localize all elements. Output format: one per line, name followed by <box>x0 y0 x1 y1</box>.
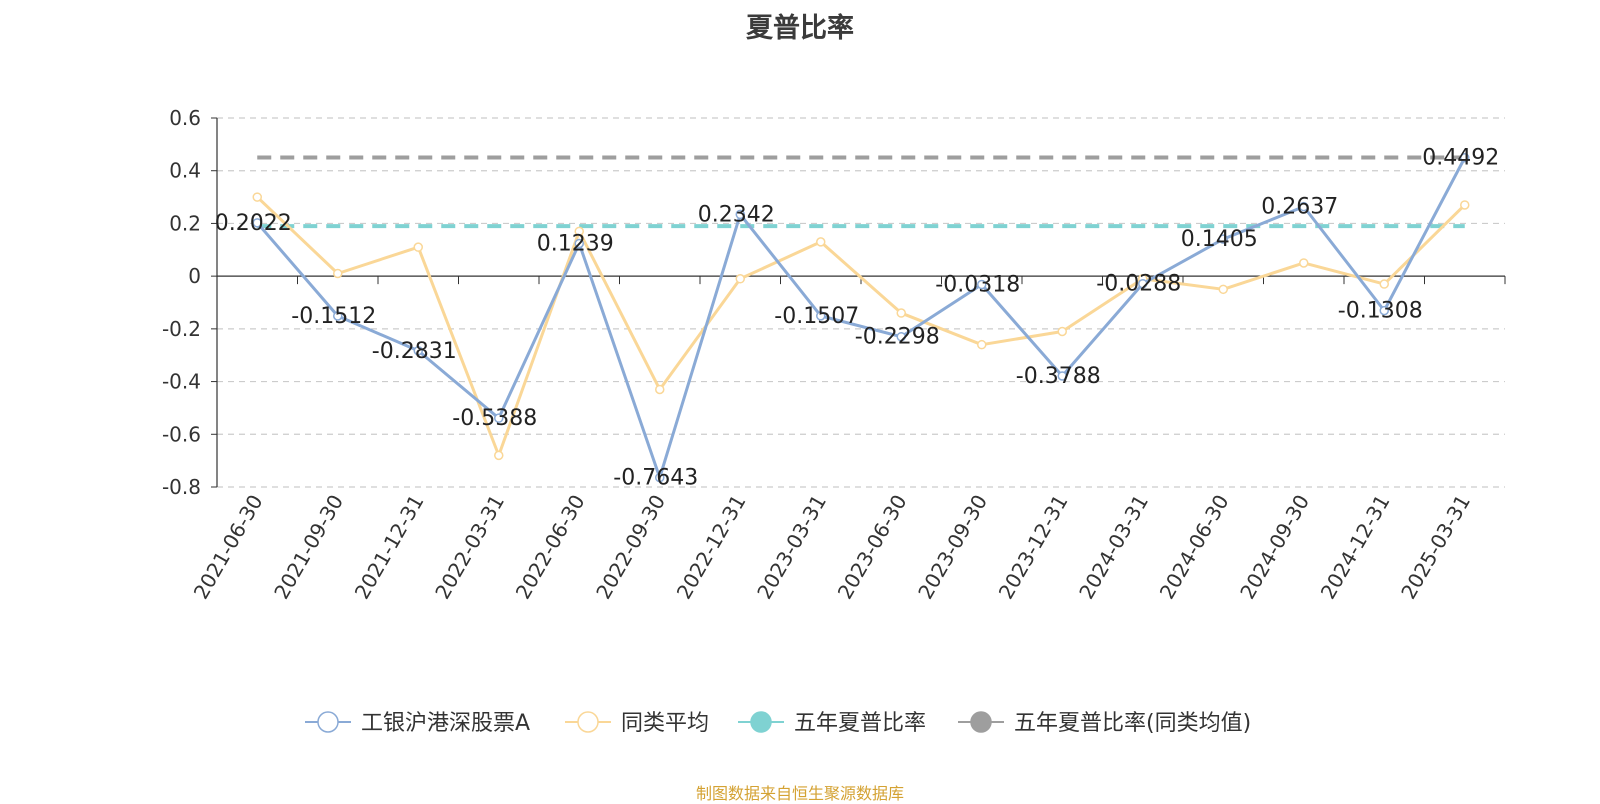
data-point <box>413 242 423 252</box>
y-tick-label: 0.6 <box>169 106 201 130</box>
x-tick-label: 2021-12-31 <box>350 491 429 604</box>
legend-marker <box>970 711 992 733</box>
data-point <box>1299 201 1309 212</box>
data-point <box>494 450 504 461</box>
legend-item[interactable]: 五年夏普比率 <box>738 711 926 736</box>
data-point <box>574 226 584 237</box>
legend-marker <box>317 711 339 733</box>
data-point <box>896 331 906 342</box>
data-point <box>977 339 987 350</box>
x-tick-label: 2024-09-30 <box>1235 491 1314 604</box>
legend-label: 工银沪港深股票A <box>361 711 530 736</box>
legend-label: 同类平均 <box>621 711 709 736</box>
x-tick-label: 2023-03-31 <box>752 491 831 604</box>
data-label: -0.5388 <box>452 406 537 431</box>
data-point <box>494 413 504 423</box>
data-point <box>574 238 584 249</box>
data-label: 0.1239 <box>537 231 614 256</box>
y-tick-label: -0.6 <box>162 422 201 446</box>
x-tick-label: 2023-06-30 <box>833 491 912 604</box>
data-point <box>1138 278 1148 289</box>
x-tick-label: 2021-06-30 <box>189 491 268 604</box>
x-tick-label: 2024-06-30 <box>1155 491 1234 604</box>
data-label: 0.2342 <box>698 202 775 227</box>
data-point <box>1460 152 1470 163</box>
data-point <box>1460 200 1470 210</box>
data-point <box>413 346 423 356</box>
data-point <box>655 472 665 483</box>
legend-item[interactable]: 五年夏普比率(同类均值) <box>958 711 1251 736</box>
data-label: -0.0318 <box>935 273 1020 298</box>
x-tick-label: 2024-03-31 <box>1074 491 1153 604</box>
data-label: 0.2022 <box>215 211 292 236</box>
data-point <box>333 311 343 321</box>
data-label: 0.4492 <box>1422 146 1499 171</box>
data-point <box>333 268 343 279</box>
x-tick-label: 2024-12-31 <box>1316 491 1395 604</box>
series-line <box>256 195 1466 457</box>
data-label: -0.2298 <box>855 325 940 350</box>
data-point <box>252 218 262 228</box>
data-point <box>1218 234 1228 244</box>
data-point <box>655 384 665 395</box>
data-point <box>1379 279 1389 289</box>
data-point <box>977 279 987 290</box>
y-tick-label: 0.2 <box>169 211 201 235</box>
data-point <box>1218 284 1228 295</box>
data-label: -0.1507 <box>774 304 859 329</box>
source-note: 制图数据来自恒生聚源数据库 <box>695 784 904 803</box>
x-tick-label: 2022-09-30 <box>591 491 670 604</box>
data-point <box>1057 371 1067 381</box>
chart-title: 夏普比率 <box>746 13 854 44</box>
data-label: -0.1512 <box>291 304 376 329</box>
y-tick-label: 0 <box>188 264 201 288</box>
data-point <box>1057 326 1067 337</box>
y-tick-label: -0.8 <box>162 475 201 499</box>
x-tick-label: 2022-03-31 <box>430 491 509 604</box>
data-labels: 0.2022 -0.1512 -0.2831 -0.5388 0.1239 -0.7643… <box>215 146 1499 491</box>
x-tick-label: 2021-09-30 <box>269 491 348 604</box>
data-point <box>735 274 745 284</box>
data-point <box>816 237 826 247</box>
legend-label: 五年夏普比率(同类均值) <box>1014 711 1251 736</box>
data-point <box>1299 258 1309 268</box>
data-label: -0.3788 <box>1016 364 1101 389</box>
x-tick-label: 2023-12-31 <box>994 491 1073 604</box>
data-point <box>816 311 826 321</box>
legend-item[interactable]: 同类平均 <box>565 711 709 736</box>
data-label: -0.1308 <box>1338 299 1423 324</box>
data-label: -0.0288 <box>1096 272 1181 297</box>
x-tick-label: 2022-06-30 <box>511 491 590 604</box>
legend-marker <box>577 711 599 733</box>
data-point <box>896 308 906 318</box>
grid-layer <box>217 117 1505 488</box>
data-point <box>735 209 745 220</box>
reference-lines <box>257 155 1465 229</box>
y-tick-label: 0.4 <box>169 159 201 183</box>
legend-marker <box>750 711 772 733</box>
data-label: -0.7643 <box>613 466 698 491</box>
data-point <box>252 192 262 202</box>
data-label: -0.2831 <box>372 339 457 364</box>
legend-label: 五年夏普比率 <box>794 711 926 736</box>
series-layer <box>252 152 1470 483</box>
x-tick-label: 2023-09-30 <box>913 491 992 604</box>
x-tick-label: 2025-03-31 <box>1396 491 1475 604</box>
data-point <box>1379 305 1389 316</box>
legend[interactable]: 工银沪港深股票A 同类平均 五年夏普比率 五年夏普比率(同类均值) <box>305 711 1251 736</box>
y-tick-label: -0.2 <box>162 317 201 341</box>
legend-item[interactable]: 工银沪港深股票A <box>305 711 530 736</box>
data-label: 0.1405 <box>1181 227 1258 252</box>
y-tick-label: -0.4 <box>162 370 201 394</box>
x-tick-label: 2022-12-31 <box>672 491 751 604</box>
data-label: 0.2637 <box>1261 195 1338 220</box>
series-line <box>256 157 1467 480</box>
